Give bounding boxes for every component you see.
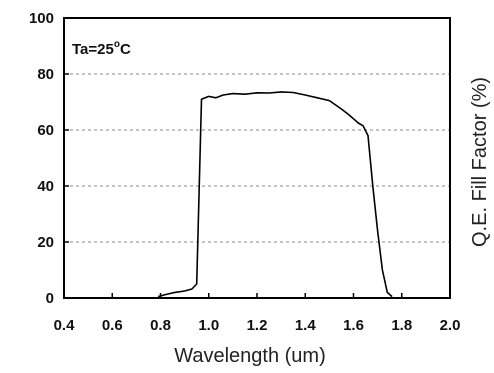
x-tick-label: 1.2: [247, 317, 268, 334]
x-tick-label: 0.8: [150, 317, 171, 334]
temperature-annotation: Ta=25oC: [72, 39, 131, 58]
y-tick-label: 20: [37, 234, 54, 251]
annotation-prefix: Ta=25: [72, 41, 114, 58]
x-tick-label: 1.6: [343, 317, 364, 334]
series-layer: [157, 91, 393, 298]
tick-mark-layer: [63, 17, 451, 299]
annotation-superscript: o: [114, 39, 120, 50]
x-tick-label: 0.4: [54, 317, 76, 334]
x-tick-label: 2.0: [440, 317, 461, 334]
y-tick-label: 40: [37, 178, 54, 195]
qe-series-line: [157, 91, 393, 298]
annotation-suffix: C: [120, 41, 131, 58]
grid-layer: [64, 73, 450, 243]
x-tick-label: 1.4: [295, 317, 317, 334]
y-tick-label: 80: [37, 66, 54, 83]
x-tick-label: 1.0: [198, 317, 219, 334]
x-axis-label: Wavelength (um): [174, 345, 326, 367]
plot-frame: [63, 17, 451, 299]
x-tick-label: 0.6: [102, 317, 123, 334]
y-tick-label: 0: [46, 290, 54, 307]
y-tick-label: 60: [37, 122, 54, 139]
y-tick-label: 100: [29, 10, 54, 27]
x-tick-label: 1.8: [391, 317, 412, 334]
y-tick-labels: 0 20 40 60 80 100: [29, 10, 54, 307]
x-tick-labels: 0.4 0.6 0.8 1.0 1.2 1.4 1.6 1.8 2.0: [54, 317, 461, 334]
y-axis-label: Q.E. Fill Factor (%): [469, 77, 491, 247]
